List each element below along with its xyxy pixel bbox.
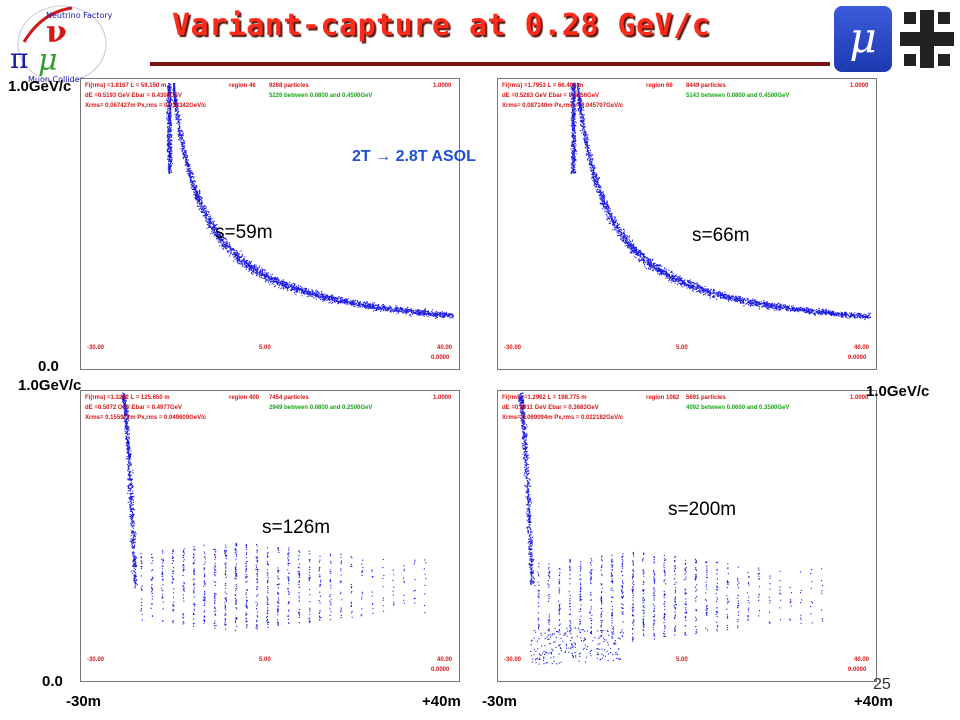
plot-xmid: 5.00	[676, 657, 688, 663]
y-zero-label-bottom: 0.0	[42, 673, 63, 690]
plot-energy-window: 5143 between 0.0800 and 0.4500GeV	[686, 93, 790, 99]
plot-stat-line: dE =0.5283 GeV Ebar = 0.4656GeV	[502, 93, 600, 99]
phase-space-plot-s200: Fi(rms) =1.2962 L = 198.775 m dE =0.3911 …	[497, 390, 877, 682]
plot-stat-line: Xrms= 0.155972m Px,rms = 0.049609GeV/c	[85, 415, 207, 421]
plot-stat-line: Fi(rms) =1.7953 L = 66.400 m	[502, 83, 584, 89]
plot-particle-count: 5691 particles	[686, 395, 726, 401]
x-max-label-right: +40m	[854, 693, 893, 710]
svg-text:μ: μ	[38, 43, 58, 78]
plot-particle-count: 8449 particles	[686, 83, 726, 89]
plot-energy-window: 2949 between 0.0800 and 0.2500GeV	[269, 405, 373, 411]
logo-text: Neutrino Factory	[46, 11, 113, 20]
plot-stat-line: Fi(rms) =1.8167 L = 59.150 m	[85, 83, 167, 89]
plot-ymax: 1.0000	[433, 395, 452, 401]
svg-text:π: π	[10, 42, 28, 75]
scatter-canvas	[517, 392, 824, 665]
svg-text:ν: ν	[46, 15, 67, 50]
phase-space-plot-s59: Fi(rms) =1.8167 L = 59.150 m dE =0.5193 G…	[80, 78, 460, 370]
muon-collaboration-logo: μ	[834, 6, 892, 72]
plot-particle-count: 7454 particles	[269, 395, 309, 401]
plot-ymin: 0.0000	[848, 355, 867, 361]
s-label-126: s=126m	[262, 517, 331, 538]
scatter-canvas	[165, 83, 454, 319]
plot-xmax: 40.00	[437, 657, 453, 663]
plot-stat-line: dE =0.5072 GeV Ebar = 0.4977GeV	[85, 405, 183, 411]
plot-stat-line: Xrms= 0.069094m Px,rms = 0.022182GeV/c	[502, 415, 624, 421]
plot-xmin: -30.00	[87, 345, 105, 351]
title-underline	[150, 62, 830, 66]
field-annotation: 2T → 2.8T ASOL	[352, 148, 476, 165]
s-label-59: s=59m	[215, 222, 273, 243]
particle-dots	[121, 392, 427, 632]
y-max-label-bottom-right: 1.0GeV/c	[866, 383, 930, 400]
plot-xmax: 40.00	[437, 345, 453, 351]
plot-stat-line: Fi(rms) =1.3262 L = 125.650 m	[85, 395, 170, 401]
plot-stat-line: Xrms= 0.067427m Px,rms = 0.032342GeV/c	[85, 103, 207, 109]
plot-ymax: 1.0000	[850, 83, 869, 89]
phase-space-plot-s126: Fi(rms) =1.3262 L = 125.650 m dE =0.5072 …	[80, 390, 460, 682]
plot-region: region 66	[646, 83, 673, 89]
plot-ymax: 1.0000	[850, 395, 869, 401]
plot-xmax: 40.00	[854, 345, 870, 351]
svg-text:Muon Collider: Muon Collider	[28, 75, 84, 84]
plot-xmid: 5.00	[259, 345, 271, 351]
plot-region: region 1082	[646, 395, 680, 401]
plot-xmin: -30.00	[504, 345, 522, 351]
plot-region: region 400	[229, 395, 260, 401]
particle-dots	[570, 83, 871, 321]
s-label-66: s=66m	[692, 225, 750, 246]
s-label-200: s=200m	[668, 499, 737, 520]
plot-xmax: 40.00	[854, 657, 870, 663]
y-max-label-bottom-left: 1.0GeV/c	[18, 377, 82, 394]
phase-space-plot-s66: Fi(rms) =1.7953 L = 66.400 m dE =0.5283 G…	[497, 78, 877, 370]
plot-stat-line: Xrms= 0.087140m Px,rms = 0.045707GeV/c	[502, 103, 624, 109]
plot-ymin: 0.0000	[431, 667, 450, 673]
x-min-label-right: -30m	[482, 693, 518, 710]
plot-xmid: 5.00	[259, 657, 271, 663]
plot-ymax: 1.0000	[433, 83, 452, 89]
plot-stat-line: Fi(rms) =1.2962 L = 198.775 m	[502, 395, 587, 401]
plot-particle-count: 9268 particles	[269, 83, 309, 89]
x-min-label-left: -30m	[66, 693, 102, 710]
x-max-label-left: +40m	[422, 693, 461, 710]
y-zero-label-top: 0.0	[38, 358, 59, 375]
plot-energy-window: 5226 between 0.0800 and 0.4500GeV	[269, 93, 373, 99]
slide-title: Variant-capture at 0.28 GeV/c	[172, 8, 711, 43]
y-max-label-top: 1.0GeV/c	[8, 78, 72, 95]
plot-region: region 46	[229, 83, 256, 89]
mu-symbol: μ	[849, 13, 877, 62]
page-number: 25	[873, 676, 891, 693]
plot-xmin: -30.00	[504, 657, 522, 663]
plot-ymin: 0.0000	[848, 667, 867, 673]
plot-stat-line: dE =0.5193 GeV Ebar = 0.4303GeV	[85, 93, 183, 99]
plot-ymin: 0.0000	[431, 355, 450, 361]
particle-dots	[517, 392, 824, 665]
neutrino-factory-logo: ν π μ Muon Collider Neutrino Factory	[10, 5, 113, 84]
particle-dots	[165, 83, 454, 319]
fermilab-logo	[900, 10, 954, 68]
plot-stat-line: dE =0.3911 GeV Ebar = 0.3683GeV	[502, 405, 599, 411]
scatter-canvas	[570, 83, 871, 321]
plot-energy-window: 4092 between 0.0600 and 0.3500GeV	[686, 405, 790, 411]
plot-xmin: -30.00	[87, 657, 105, 663]
plot-xmid: 5.00	[676, 345, 688, 351]
